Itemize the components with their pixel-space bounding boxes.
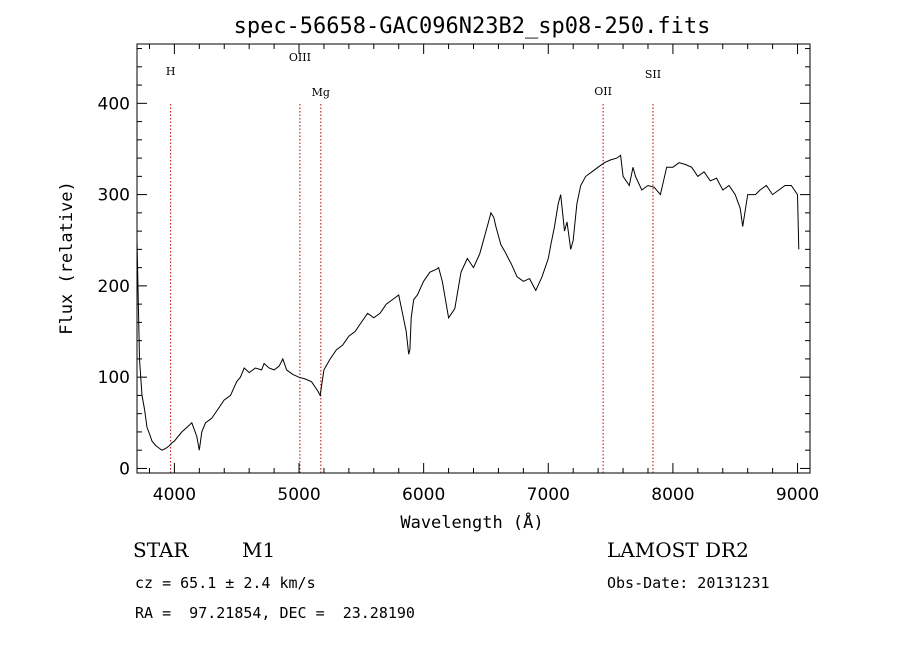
observation-date: Obs-Date: 20131231 [607, 574, 770, 592]
ra-dec-coordinates: RA = 97.21854, DEC = 23.28190 [135, 604, 415, 622]
redshift-cz: cz = 65.1 ± 2.4 km/s [135, 574, 316, 592]
line-label-sii: SII [645, 68, 661, 81]
x-axis-label: Wavelength (Å) [400, 511, 543, 533]
line-label-mg: Mg [312, 86, 330, 99]
line-label-oii: OII [594, 85, 612, 98]
line-label-h: H [166, 65, 176, 78]
object-subclass: M1 [242, 538, 276, 562]
spectrum-series-line [136, 154, 800, 451]
x-tick-label: 9000 [776, 485, 819, 505]
y-tick-label: 300 [98, 186, 130, 206]
y-tick-label: 0 [119, 459, 130, 479]
plot-frame [136, 43, 811, 474]
line-label-oiii: OIII [289, 51, 311, 64]
y-tick-label: 200 [98, 277, 130, 297]
y-tick-label: 400 [98, 94, 130, 114]
chart-title: spec-56658-GAC096N23B2_sp08-250.fits [234, 14, 711, 39]
object-class: STAR [133, 538, 189, 562]
y-axis-label: Flux (relative) [57, 181, 77, 335]
x-tick-label: 5000 [277, 485, 320, 505]
x-tick-label: 6000 [402, 485, 445, 505]
y-tick-label: 100 [98, 368, 130, 388]
x-tick-label: 4000 [153, 485, 196, 505]
y-axis: 0 100 200 300 400 [98, 48, 810, 479]
spectral-line-markers: H OIII Mg OII SII [166, 51, 661, 473]
x-tick-label: 8000 [651, 485, 694, 505]
survey-name: LAMOST DR2 [607, 538, 749, 562]
x-axis: 4000 5000 6000 7000 8000 9000 [148, 44, 819, 505]
x-tick-label: 7000 [527, 485, 570, 505]
